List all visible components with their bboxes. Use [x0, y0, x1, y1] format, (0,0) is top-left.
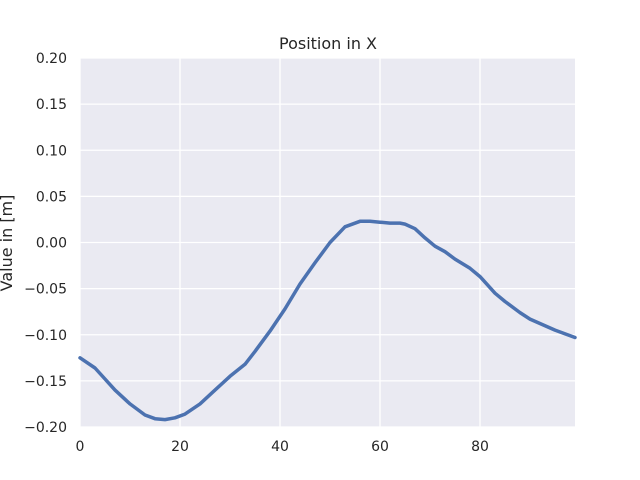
- chart-title: Position in X: [279, 34, 377, 53]
- y-tick-label: 0.00: [36, 236, 67, 252]
- x-tick-label: 40: [271, 439, 289, 455]
- x-tick-label: 0: [76, 439, 85, 455]
- y-tick-label: −0.10: [24, 328, 67, 344]
- y-tick-label: 0.05: [36, 189, 67, 205]
- y-tick-label: 0.20: [36, 51, 67, 67]
- x-axis-ticks: 0 20 40 60 80: [76, 439, 489, 455]
- y-tick-label: −0.15: [24, 374, 67, 390]
- y-tick-label: −0.05: [24, 282, 67, 298]
- series-line: [78, 219, 577, 422]
- y-axis-ticks: −0.20 −0.15 −0.10 −0.05 0.00 0.05 0.10 0.15 0.20: [24, 51, 67, 436]
- y-axis-label: Value in [m]: [0, 195, 16, 292]
- x-tick-label: 60: [371, 439, 389, 455]
- x-tick-label: 20: [171, 439, 189, 455]
- y-tick-label: 0.15: [36, 97, 67, 113]
- y-tick-label: 0.10: [36, 143, 67, 159]
- x-tick-label: 80: [471, 439, 489, 455]
- y-tick-label: −0.20: [24, 420, 67, 436]
- grid-lines: [79, 57, 575, 428]
